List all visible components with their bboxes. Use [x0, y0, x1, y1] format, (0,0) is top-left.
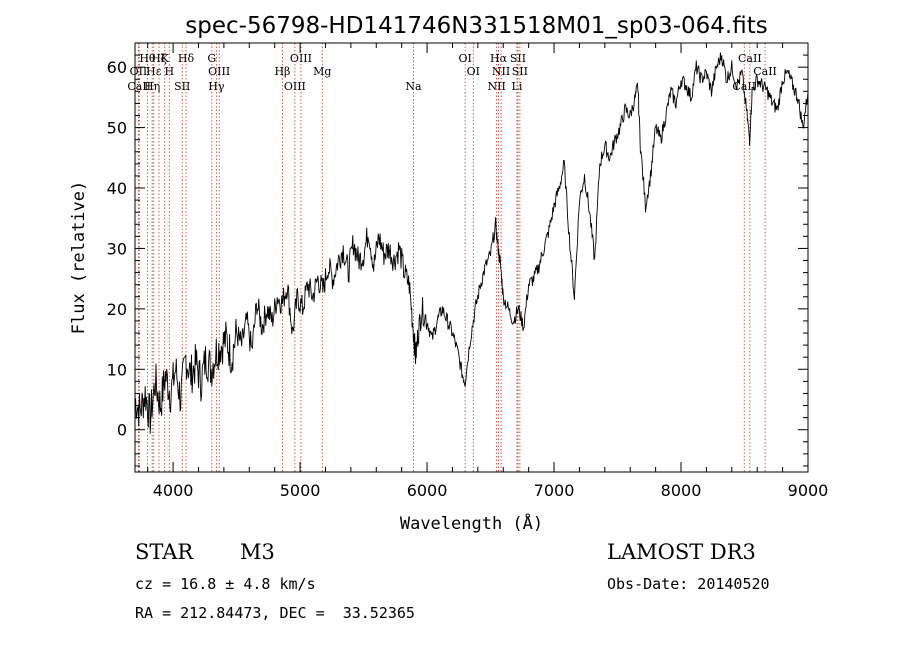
- y-tick-label: 20: [107, 300, 127, 319]
- y-tick-label: 40: [107, 179, 127, 198]
- spectral-line-label: K: [161, 52, 170, 65]
- spectral-line-label: Hα: [490, 52, 508, 65]
- spectral-line-label: NII: [492, 65, 510, 78]
- spectral-line-label: NII: [487, 80, 505, 93]
- spectral-line-label: CaII: [738, 52, 762, 65]
- spectral-line-label: OIII: [208, 65, 230, 78]
- x-axis-label: Wavelength (Å): [400, 512, 543, 534]
- spectral-line-label: CaII: [753, 65, 777, 78]
- coordinates: RA = 212.84473, DEC = 33.52365: [135, 604, 415, 622]
- spectral-line-label: Hβ: [274, 65, 290, 78]
- x-tick-label: 9000: [788, 481, 829, 500]
- x-tick-label: 6000: [407, 481, 448, 500]
- obs-date: Obs-Date: 20140520: [607, 575, 770, 593]
- x-tick-label: 7000: [534, 481, 575, 500]
- spectral-line-label: Hδ: [178, 52, 195, 65]
- spectral-line-label: Li: [512, 80, 523, 93]
- y-tick-label: 50: [107, 119, 127, 138]
- spectral-line-label: OI: [467, 65, 480, 78]
- spectral-line-label: SII: [510, 52, 526, 65]
- spectral-line-label: Hε: [146, 65, 162, 78]
- object-class: STAR: [135, 540, 194, 564]
- spectral-line-label: Hγ: [208, 80, 225, 93]
- spectral-line-label: OII: [130, 65, 148, 78]
- spectral-line-label: H: [164, 65, 174, 78]
- spectral-line-label: G: [207, 52, 216, 65]
- survey-label: LAMOST DR3: [607, 540, 756, 564]
- y-tick-label: 10: [107, 360, 127, 379]
- y-tick-label: 60: [107, 58, 127, 77]
- spectral-line-label: OI: [458, 52, 471, 65]
- spectral-line-label: OIII: [284, 80, 306, 93]
- spectral-line-label: SII: [512, 65, 528, 78]
- x-tick-label: 5000: [280, 481, 321, 500]
- spectral-line-label: Hζ: [151, 52, 167, 65]
- spectral-line-label: Hη: [144, 80, 160, 93]
- object-subclass: M3: [240, 540, 275, 564]
- spectral-line-label: Mg: [313, 65, 331, 78]
- y-axis-label: Flux (relative): [69, 181, 89, 335]
- chart-title: spec-56798-HD141746N331518M01_sp03-064.f…: [185, 13, 767, 39]
- redshift-value: cz = 16.8 ± 4.8 km/s: [135, 575, 316, 593]
- x-tick-label: 8000: [661, 481, 702, 500]
- y-tick-label: 30: [107, 239, 127, 258]
- spectral-line-label: OIII: [290, 52, 312, 65]
- x-tick-label: 4000: [153, 481, 194, 500]
- spectral-line-label: SII: [174, 80, 190, 93]
- plot-frame: [134, 42, 809, 473]
- y-tick-label: 0: [117, 421, 127, 440]
- spectrum-trace: [134, 52, 809, 434]
- spectral-line-label: CaII: [127, 80, 151, 93]
- spectral-line-label: Na: [405, 80, 422, 93]
